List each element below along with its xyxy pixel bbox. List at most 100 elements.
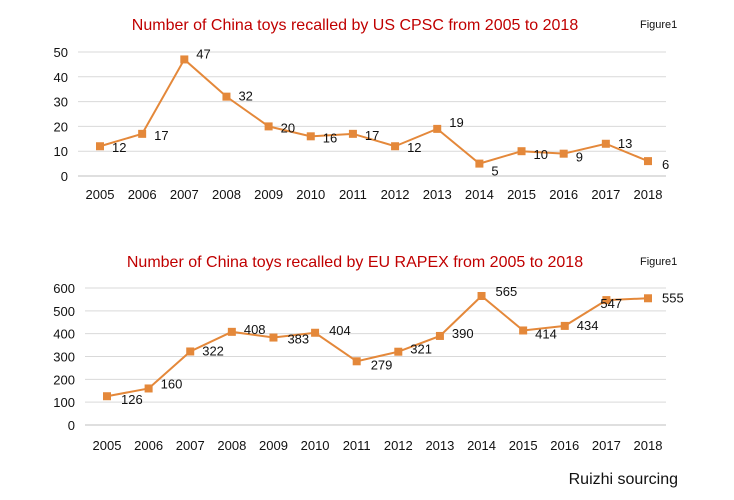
- eu-rapex-data-point: [186, 347, 195, 356]
- eu-rapex-x-tick-label: 2012: [384, 438, 413, 453]
- us-cpsc-data-label: 19: [449, 115, 463, 130]
- us-cpsc-y-axis: 0 10 20 30 40 50: [54, 45, 68, 184]
- us-cpsc-data-point: [517, 147, 526, 156]
- us-cpsc-y-tick-label: 30: [54, 95, 68, 110]
- us-cpsc-chart-title: Number of China toys recalled by US CPSC…: [132, 17, 579, 34]
- us-cpsc-data-point: [264, 122, 273, 131]
- eu-rapex-data-point: [269, 333, 278, 342]
- us-cpsc-data-label: 12: [112, 140, 126, 155]
- us-cpsc-data-label: 9: [576, 150, 583, 165]
- eu-rapex-data-point: [352, 357, 361, 366]
- eu-rapex-x-tick-label: 2013: [425, 438, 454, 453]
- eu-rapex-chart-title: Number of China toys recalled by EU RAPE…: [127, 254, 583, 271]
- us-cpsc-x-tick-label: 2007: [170, 187, 199, 202]
- eu-rapex-data-label: 565: [496, 284, 518, 299]
- eu-rapex-x-tick-label: 2016: [550, 438, 579, 453]
- eu-rapex-data-point: [394, 347, 403, 356]
- us-cpsc-data-point: [96, 142, 104, 151]
- eu-rapex-data-label: 322: [202, 343, 224, 358]
- us-cpsc-figure-label: Figure1: [640, 19, 677, 31]
- eu-rapex-data-label: 126: [121, 392, 143, 407]
- eu-rapex-x-axis: 2005 2006 2007 2008 2009 2010 2011 2012 2013 2014…: [93, 438, 663, 453]
- us-cpsc-y-tick-label: 10: [54, 144, 68, 159]
- eu-rapex-y-tick-label: 300: [53, 350, 75, 365]
- eu-rapex-x-tick-label: 2015: [509, 438, 538, 453]
- eu-rapex-series: [103, 291, 652, 401]
- us-cpsc-x-axis: 2005 2006 2007 2008 2009 2010 2011 2012 2013 2014…: [86, 187, 663, 202]
- us-cpsc-data-point: [644, 157, 652, 166]
- eu-rapex-x-tick-label: 2017: [592, 438, 621, 453]
- source-credit: Ruizhi sourcing: [569, 471, 678, 488]
- us-cpsc-x-tick-label: 2013: [423, 187, 452, 202]
- eu-rapex-data-point: [477, 291, 486, 300]
- eu-rapex-data-point: [435, 331, 444, 340]
- eu-rapex-x-tick-label: 2009: [259, 438, 288, 453]
- eu-rapex-data-label: 404: [329, 323, 351, 338]
- eu-rapex-y-tick-label: 100: [53, 395, 75, 410]
- eu-rapex-data-point: [227, 327, 236, 336]
- us-cpsc-data-label: 13: [618, 136, 632, 151]
- eu-rapex-data-label: 160: [161, 376, 183, 391]
- us-cpsc-x-tick-label: 2006: [128, 187, 157, 202]
- eu-rapex-data-point: [311, 328, 320, 337]
- us-cpsc-x-tick-label: 2018: [634, 187, 663, 202]
- us-cpsc-y-tick-label: 0: [61, 169, 68, 184]
- us-cpsc-x-tick-label: 2012: [381, 187, 410, 202]
- eu-rapex-data-label: 555: [662, 290, 684, 305]
- us-cpsc-data-label: 12: [407, 140, 421, 155]
- us-cpsc-y-tick-label: 50: [54, 45, 68, 60]
- us-cpsc-data-point: [391, 142, 400, 151]
- eu-rapex-x-tick-label: 2018: [634, 438, 663, 453]
- us-cpsc-data-label: 17: [365, 128, 379, 143]
- us-cpsc-x-tick-label: 2010: [296, 187, 325, 202]
- us-cpsc-data-label: 17: [154, 128, 168, 143]
- eu-rapex-y-tick-label: 400: [53, 327, 75, 342]
- eu-rapex-data-label: 434: [577, 318, 599, 333]
- us-cpsc-y-tick-label: 40: [54, 70, 68, 85]
- us-cpsc-data-label: 5: [491, 164, 498, 179]
- us-cpsc-data-point: [222, 92, 231, 101]
- us-cpsc-data-point: [306, 132, 315, 141]
- eu-rapex-x-tick-label: 2010: [301, 438, 330, 453]
- us-cpsc-data-point: [180, 55, 189, 64]
- us-cpsc-y-tick-label: 20: [54, 119, 68, 134]
- eu-rapex-data-point: [519, 326, 528, 335]
- eu-rapex-data-label: 547: [600, 296, 622, 311]
- us-cpsc-data-label: 47: [196, 46, 210, 61]
- us-cpsc-x-tick-label: 2009: [254, 187, 283, 202]
- us-cpsc-x-tick-label: 2008: [212, 187, 241, 202]
- eu-rapex-y-tick-label: 600: [53, 281, 75, 296]
- us-cpsc-data-point: [475, 159, 484, 168]
- eu-rapex-y-tick-label: 200: [53, 372, 75, 387]
- us-cpsc-data-point: [348, 129, 357, 138]
- us-cpsc-x-tick-label: 2005: [86, 187, 115, 202]
- eu-rapex-data-point: [644, 294, 652, 303]
- us-cpsc-data-labels: 12 17 47 32 20 16 17 12 19 5 10 9 13 6: [112, 46, 669, 178]
- eu-rapex-data-label: 414: [535, 326, 557, 341]
- eu-rapex-x-tick-label: 2006: [134, 438, 163, 453]
- eu-rapex-y-tick-label: 0: [68, 418, 75, 433]
- eu-rapex-data-label: 321: [410, 342, 432, 357]
- eu-rapex-data-point: [560, 321, 569, 330]
- us-cpsc-data-label: 32: [238, 89, 252, 104]
- us-cpsc-series: [96, 55, 652, 168]
- eu-rapex-gridlines: [85, 287, 666, 426]
- us-cpsc-data-point: [138, 129, 147, 138]
- us-cpsc-x-tick-label: 2011: [339, 187, 367, 202]
- us-cpsc-data-point: [433, 124, 442, 133]
- eu-rapex-x-tick-label: 2008: [217, 438, 246, 453]
- eu-rapex-x-tick-label: 2007: [176, 438, 205, 453]
- us-cpsc-data-label: 16: [323, 130, 337, 145]
- us-cpsc-x-tick-label: 2017: [591, 187, 620, 202]
- us-cpsc-gridlines: [78, 51, 666, 177]
- eu-rapex-y-axis: 0 100 200 300 400 500 600: [53, 281, 75, 433]
- eu-rapex-data-label: 279: [371, 357, 393, 372]
- eu-rapex-series-line: [106, 294, 649, 398]
- eu-rapex-x-tick-label: 2014: [467, 438, 496, 453]
- us-cpsc-x-tick-label: 2015: [507, 187, 536, 202]
- eu-rapex-data-point: [144, 384, 153, 393]
- us-cpsc-data-label: 10: [534, 147, 548, 162]
- us-cpsc-data-label: 6: [662, 157, 669, 172]
